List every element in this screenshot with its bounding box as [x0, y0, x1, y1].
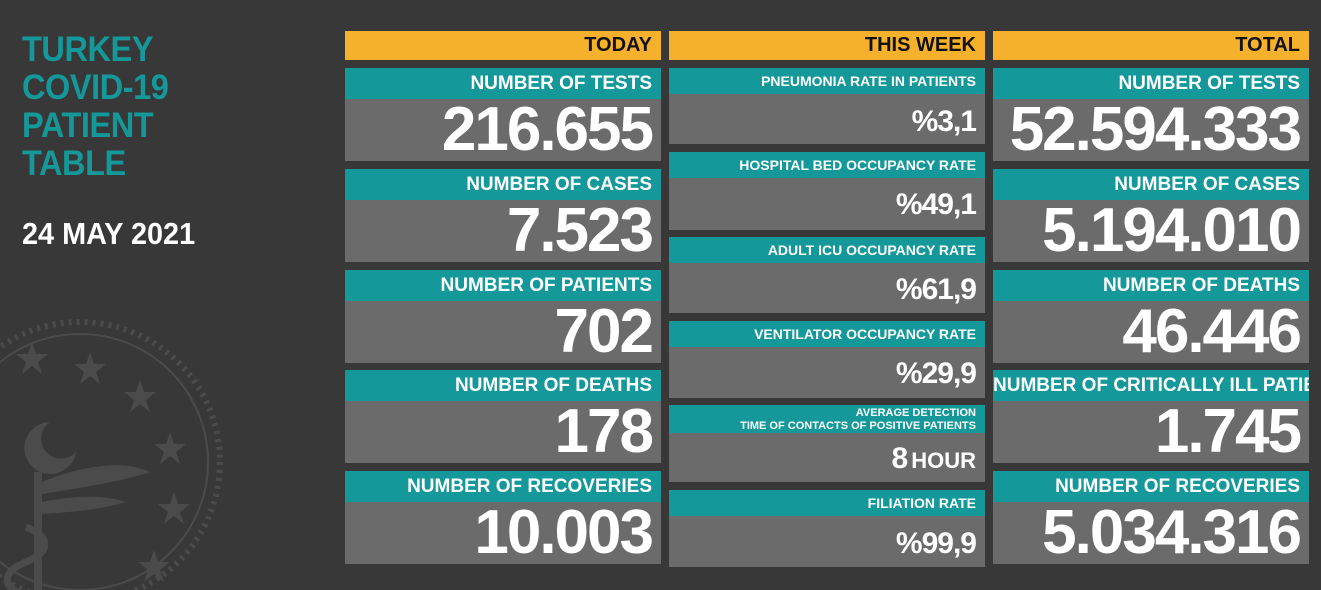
total-recoveries-card: NUMBER OF RECOVERIES 5.034.316 — [993, 471, 1309, 564]
card-value: 216.655 — [345, 99, 661, 161]
card-label: FILIATION RATE — [669, 490, 985, 516]
week-pneumonia-card: PNEUMONIA RATE IN PATIENTS %3,1 — [669, 68, 985, 144]
card-label: NUMBER OF CRITICALLY ILL PATIENTS — [993, 370, 1309, 401]
card-value: 1.745 — [993, 401, 1309, 463]
card-label: NUMBER OF PATIENTS — [345, 270, 661, 301]
card-value: %3,1 — [669, 94, 985, 144]
card-value: 52.594.333 — [993, 99, 1309, 161]
card-value: 8 HOUR — [669, 433, 985, 482]
card-label: NUMBER OF RECOVERIES — [993, 471, 1309, 502]
card-value: 178 — [345, 401, 661, 463]
card-label: NUMBER OF DEATHS — [993, 270, 1309, 301]
week-hospital-bed-card: HOSPITAL BED OCCUPANCY RATE %49,1 — [669, 152, 985, 230]
week-detection-time-card: AVERAGE DETECTION TIME OF CONTACTS OF PO… — [669, 405, 985, 482]
card-value: %49,1 — [669, 178, 985, 230]
today-deaths-card: NUMBER OF DEATHS 178 — [345, 370, 661, 463]
card-label: AVERAGE DETECTION TIME OF CONTACTS OF PO… — [669, 405, 985, 433]
card-label: NUMBER OF TESTS — [993, 68, 1309, 99]
header-this-week: THIS WEEK — [669, 31, 985, 60]
card-value: 46.446 — [993, 301, 1309, 363]
card-value-unit: HOUR — [911, 448, 976, 473]
title-line-1: TURKEY — [22, 30, 154, 69]
card-label: NUMBER OF RECOVERIES — [345, 471, 661, 502]
card-value: %99,9 — [669, 516, 985, 567]
left-panel: TURKEY COVID-19 PATIENT TABLE 24 MAY 202… — [0, 0, 340, 590]
today-tests-card: NUMBER OF TESTS 216.655 — [345, 68, 661, 161]
title-line-4: TABLE — [22, 144, 126, 183]
card-label: NUMBER OF CASES — [345, 169, 661, 200]
total-cases-card: NUMBER OF CASES 5.194.010 — [993, 169, 1309, 262]
total-deaths-card: NUMBER OF DEATHS 46.446 — [993, 270, 1309, 363]
card-label: ADULT ICU OCCUPANCY RATE — [669, 237, 985, 263]
card-label-line-1: AVERAGE DETECTION — [855, 407, 976, 419]
title-line-2: COVID-19 — [22, 68, 169, 107]
card-value: %61,9 — [669, 263, 985, 313]
card-value: 5.034.316 — [993, 502, 1309, 564]
card-label: NUMBER OF CASES — [993, 169, 1309, 200]
today-recoveries-card: NUMBER OF RECOVERIES 10.003 — [345, 471, 661, 564]
card-value-number: 8 — [891, 442, 909, 475]
card-label-line-2: TIME OF CONTACTS OF POSITIVE PATIENTS — [740, 420, 976, 432]
header-total: TOTAL — [993, 31, 1309, 60]
card-value: 5.194.010 — [993, 200, 1309, 262]
card-label: VENTILATOR OCCUPANCY RATE — [669, 321, 985, 347]
week-adult-icu-card: ADULT ICU OCCUPANCY RATE %61,9 — [669, 237, 985, 313]
report-date: 24 MAY 2021 — [22, 216, 196, 251]
today-cases-card: NUMBER OF CASES 7.523 — [345, 169, 661, 262]
ministry-of-health-emblem-icon — [0, 319, 223, 590]
card-value: %29,9 — [669, 347, 985, 398]
week-ventilator-card: VENTILATOR OCCUPANCY RATE %29,9 — [669, 321, 985, 398]
title-line-3: PATIENT — [22, 106, 154, 145]
card-label: NUMBER OF TESTS — [345, 68, 661, 99]
header-today: TODAY — [345, 31, 661, 60]
week-filiation-card: FILIATION RATE %99,9 — [669, 490, 985, 567]
card-value: 7.523 — [345, 200, 661, 262]
card-value: 10.003 — [345, 502, 661, 564]
card-label: NUMBER OF DEATHS — [345, 370, 661, 401]
card-label: PNEUMONIA RATE IN PATIENTS — [669, 68, 985, 94]
card-value: 702 — [345, 301, 661, 363]
today-patients-card: NUMBER OF PATIENTS 702 — [345, 270, 661, 363]
total-tests-card: NUMBER OF TESTS 52.594.333 — [993, 68, 1309, 161]
total-critically-ill-card: NUMBER OF CRITICALLY ILL PATIENTS 1.745 — [993, 370, 1309, 463]
card-label: HOSPITAL BED OCCUPANCY RATE — [669, 152, 985, 178]
